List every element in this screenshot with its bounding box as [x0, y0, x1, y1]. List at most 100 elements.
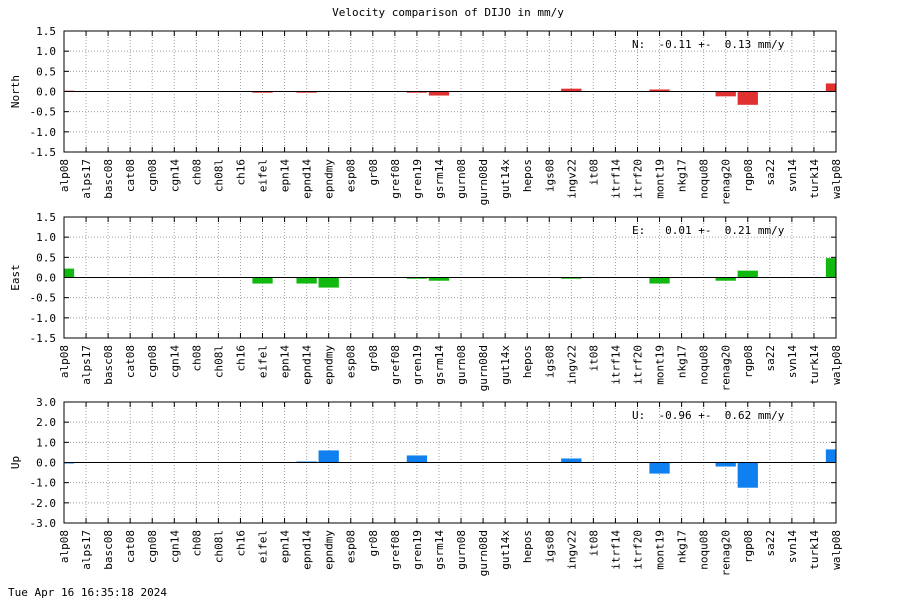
up-x-tick-label: turk14: [808, 530, 821, 570]
up-x-tick-label: it08: [587, 530, 600, 557]
east-bar-gsrm14: [428, 277, 450, 281]
up-x-tick-label: itrf14: [609, 530, 622, 570]
east-y-tick-label: -1.0: [30, 312, 57, 325]
east-x-tick-label: ch08: [190, 345, 203, 372]
east-x-tick-label: gsrm14: [433, 345, 446, 385]
up-x-tick-label: gr08: [367, 530, 380, 557]
north-y-tick-label: -0.5: [30, 106, 57, 119]
up-x-tick-label: gurn08: [455, 530, 468, 570]
north-bar-eifel: [252, 91, 273, 93]
east-x-tick-label: it08: [587, 345, 600, 372]
up-bar-rgp08: [737, 462, 758, 488]
up-x-tick-label: gurn08d: [477, 530, 490, 576]
east-bar-alp08: [64, 268, 75, 278]
up-y-tick-label: -2.0: [30, 497, 57, 510]
north-x-tick-label: gurn08d: [477, 159, 490, 205]
up-x-tick-label: gref08: [389, 530, 402, 570]
north-x-tick-label: hepos: [521, 159, 534, 192]
east-x-tick-label: ch08l: [212, 345, 225, 378]
north-y-tick-label: 0.5: [36, 65, 56, 78]
up-bar-renag20: [715, 462, 736, 467]
east-x-tick-label: basc08: [102, 345, 115, 385]
north-y-tick-label: 1.0: [36, 45, 56, 58]
up-x-tick-label: gut14x: [499, 530, 512, 570]
east-x-tick-label: cat08: [124, 345, 137, 378]
east-x-tick-label: mont19: [654, 345, 667, 385]
north-x-tick-label: basc08: [102, 159, 115, 199]
up-x-tick-label: sa22: [764, 530, 777, 557]
up-bar-gren19: [406, 455, 428, 463]
north-x-tick-label: itrf20: [631, 159, 644, 199]
north-bar-rgp08: [737, 91, 758, 105]
east-bar-rgp08: [737, 270, 758, 278]
up-x-tick-label: epnd14: [301, 530, 314, 570]
up-y-tick-label: 3.0: [36, 396, 56, 409]
north-x-tick-label: turk14: [808, 159, 821, 199]
north-x-tick-label: gref08: [389, 159, 402, 199]
chart-title: Velocity comparison of DIJO in mm/y: [332, 6, 564, 19]
east-y-tick-label: 0.5: [36, 251, 56, 264]
up-x-tick-label: ch08l: [212, 530, 225, 563]
up-x-tick-label: ch08: [190, 530, 203, 557]
north-y-tick-label: 1.5: [36, 25, 56, 38]
east-x-tick-label: ch16: [234, 345, 247, 372]
up-x-tick-label: ch16: [234, 530, 247, 557]
north-y-tick-label: -1.5: [30, 146, 57, 159]
up-x-tick-label: epndmy: [323, 530, 336, 570]
north-x-tick-label: rgp08: [742, 159, 755, 192]
north-x-tick-label: alp08: [58, 159, 71, 192]
north-bar-renag20: [715, 91, 736, 97]
timestamp: Tue Apr 16 16:35:18 2024: [8, 586, 167, 599]
east-x-tick-label: gurn08d: [477, 345, 490, 391]
north-x-tick-label: gsrm14: [433, 159, 446, 199]
north-bar-gren19: [406, 91, 428, 93]
up-bar-epnd14: [296, 461, 317, 463]
north-axis-label: North: [9, 75, 22, 108]
east-x-tick-label: gut14x: [499, 345, 512, 385]
up-plot-frame: [63, 401, 837, 524]
north-x-tick-label: itrf14: [609, 159, 622, 199]
east-x-tick-label: gren19: [411, 345, 424, 385]
north-bar-mont19: [649, 89, 670, 92]
north-x-tick-label: gr08: [367, 159, 380, 186]
up-x-tick-label: renag20: [720, 530, 733, 576]
north-x-tick-label: ch08: [190, 159, 203, 186]
east-axis-label: East: [9, 264, 22, 291]
north-x-tick-label: svn14: [786, 159, 799, 192]
up-x-tick-label: hepos: [521, 530, 534, 563]
north-x-tick-label: epndmy: [323, 159, 336, 199]
east-x-tick-label: itrf20: [631, 345, 644, 385]
east-x-tick-label: renag20: [720, 345, 733, 391]
east-x-tick-label: eifel: [257, 345, 270, 378]
east-bar-walp08: [825, 258, 836, 278]
north-y-tick-label: 0.0: [36, 86, 56, 99]
east-x-tick-label: noqu08: [698, 345, 711, 385]
north-summary: N: -0.11 +- 0.13 mm/y: [632, 38, 785, 51]
east-x-tick-label: gr08: [367, 345, 380, 372]
up-y-tick-label: 0.0: [36, 457, 56, 470]
east-x-tick-label: gurn08: [455, 345, 468, 385]
up-x-tick-label: nkg17: [676, 530, 689, 563]
east-x-tick-label: igs08: [543, 345, 556, 378]
north-x-tick-label: esp08: [345, 159, 358, 192]
up-bar-ingv22: [561, 458, 582, 463]
up-x-tick-label: rgp08: [742, 530, 755, 563]
north-x-tick-label: gut14x: [499, 159, 512, 199]
north-bar-walp08: [825, 83, 836, 92]
north-x-tick-label: cgn08: [146, 159, 159, 192]
east-x-tick-label: hepos: [521, 345, 534, 378]
east-x-tick-label: sa22: [764, 345, 777, 372]
up-x-tick-label: cgn08: [146, 530, 159, 563]
east-bar-gren19: [406, 277, 428, 279]
north-x-tick-label: ingv22: [565, 159, 578, 199]
east-y-tick-label: 1.5: [36, 211, 56, 224]
east-bar-renag20: [715, 277, 736, 281]
north-x-tick-label: nkg17: [676, 159, 689, 192]
up-x-tick-label: svn14: [786, 530, 799, 563]
north-bar-epnd14: [296, 91, 317, 93]
up-x-tick-label: noqu08: [698, 530, 711, 570]
east-x-tick-label: itrf14: [609, 345, 622, 385]
up-bar-walp08: [825, 449, 836, 463]
north-x-tick-label: eifel: [257, 159, 270, 192]
east-x-tick-label: cgn08: [146, 345, 159, 378]
